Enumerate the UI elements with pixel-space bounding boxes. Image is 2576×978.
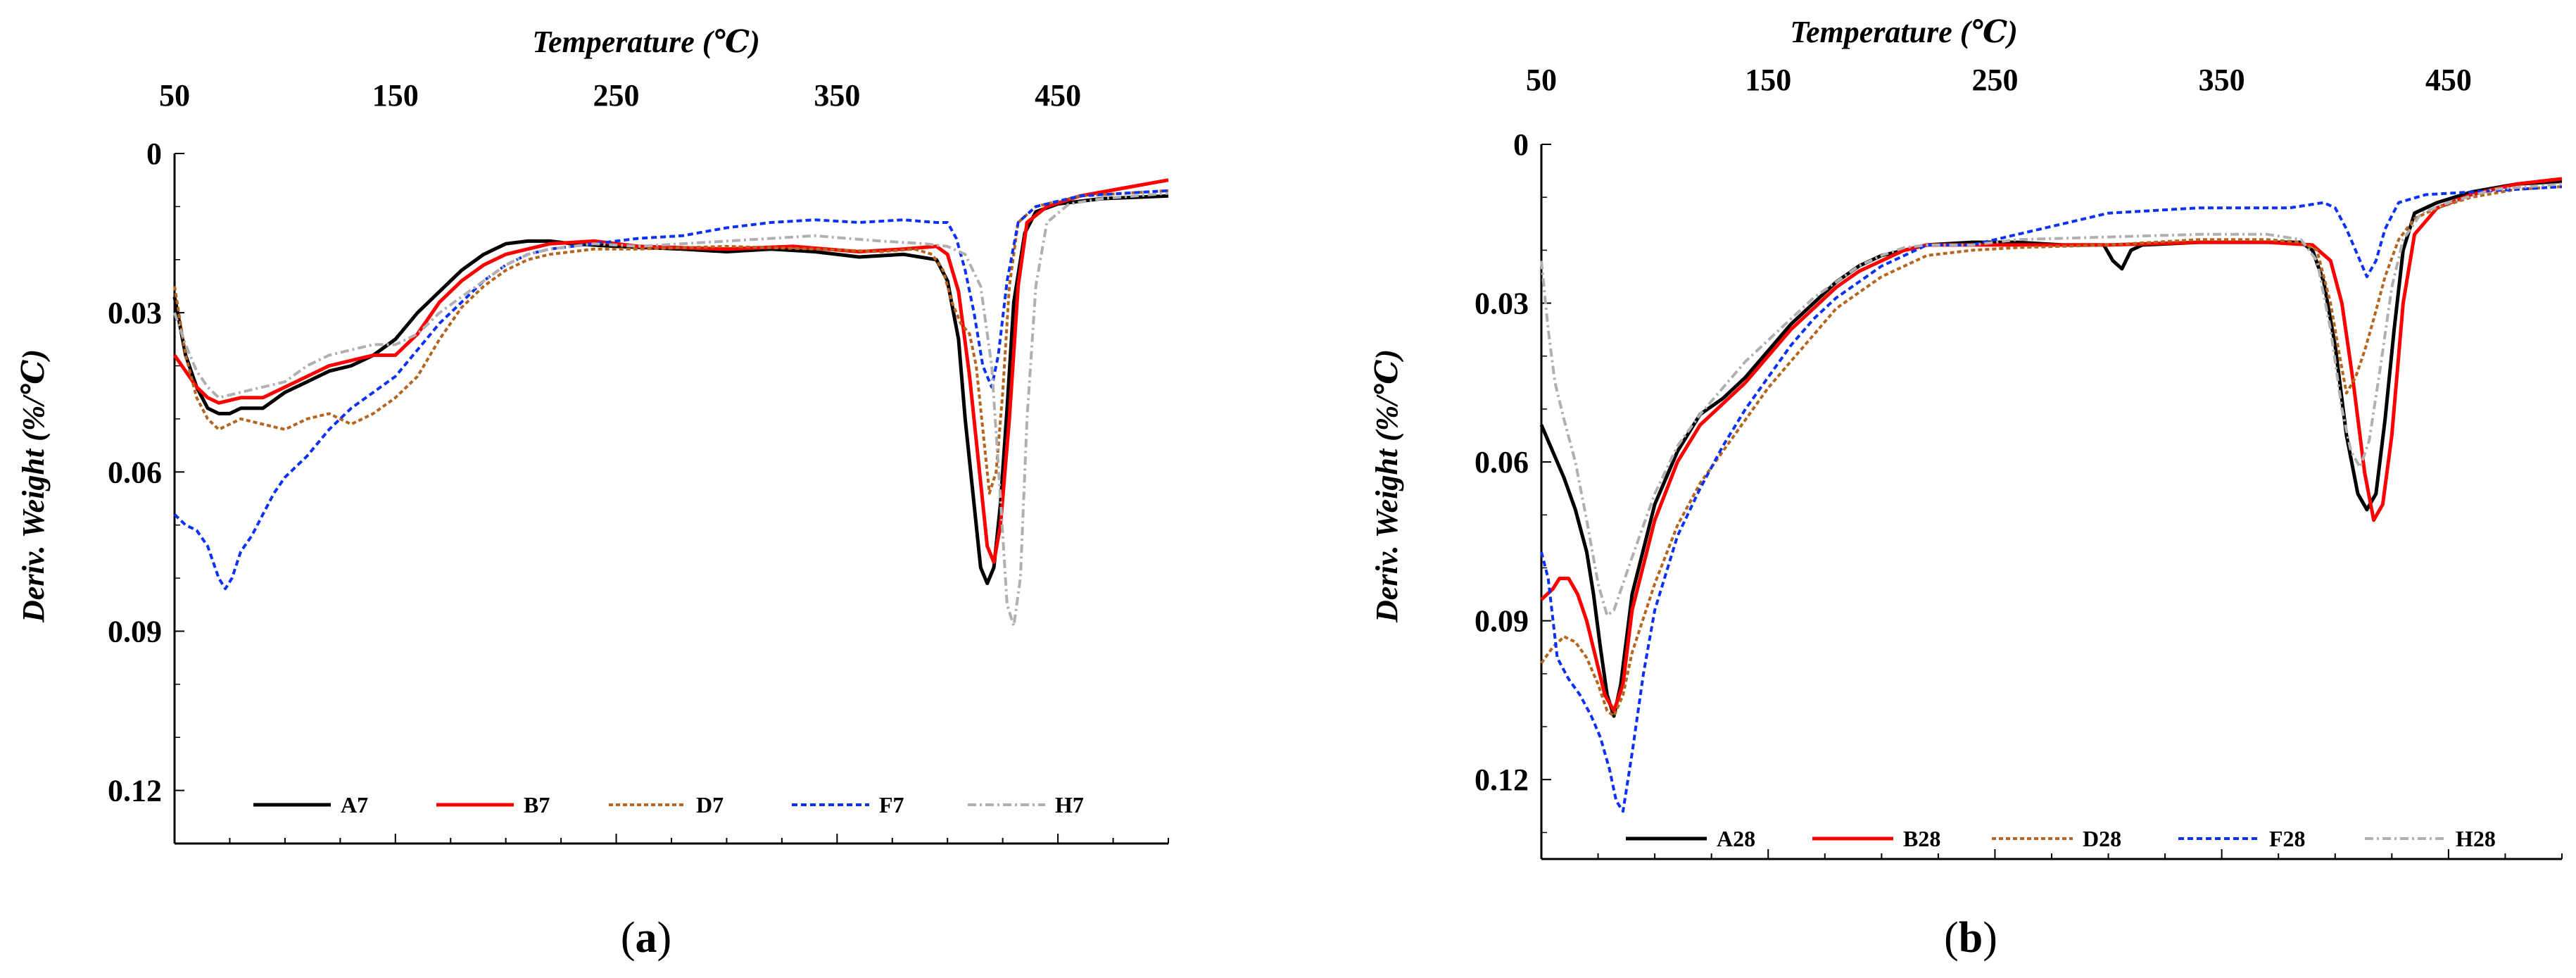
series-line-b7 [172,178,1169,564]
y-tick-label: 0 [146,137,162,171]
legend-item-d7: D7 [609,792,724,817]
legend: A7 B7 D7 F7 H7 [253,792,1084,817]
legend-label: B28 [1903,826,1940,851]
x-tick-label: 250 [1971,63,2018,97]
chart-panel-a: Temperature (℃) Deriv. Weight (%/℃) 50 15… [16,25,1169,962]
series-line-d28 [1540,185,2563,717]
y-axis-title: Deriv. Weight (%/℃) [1370,349,1404,623]
series-line-f28 [1540,185,2563,813]
y-tick-label: 0.12 [108,774,162,808]
x-tick-label: 350 [814,78,860,113]
legend-label: H7 [1055,792,1084,817]
legend-item-a28: A28 [1626,826,1755,851]
panel-letter-a: a [636,914,657,962]
y-tick-label: 0.09 [108,614,162,648]
series-line-h28 [1540,182,2563,617]
x-ticks: 50 150 250 350 450 [159,78,1169,844]
x-tick-label: 450 [2425,63,2472,97]
x-ticks: 50 150 250 350 450 [1526,63,2563,859]
legend-item-h7: H7 [968,792,1084,817]
series-line-f7 [173,189,1169,591]
legend-item-b7: B7 [436,792,550,817]
y-tick-label: 0.03 [1475,287,1529,321]
x-tick-label: 250 [593,78,640,113]
x-tick-label: 350 [2199,63,2245,97]
legend-item-h28: H28 [2365,826,2496,851]
series-line-a7 [172,194,1169,586]
plot-area [1539,144,2563,860]
legend-label: B7 [524,792,550,817]
x-tick-label: 150 [1745,63,1791,97]
legend-label: F7 [879,792,904,817]
y-tick-label: 0.09 [1475,604,1529,639]
legend-item-a7: A7 [253,792,368,817]
x-axis-title: Temperature (℃) [1790,15,2018,49]
y-axis-title: Deriv. Weight (%/℃) [16,349,51,623]
y-tick-label: 0.12 [1475,763,1529,797]
legend-label: H28 [2456,826,2496,851]
y-tick-label: 0.03 [108,296,162,330]
y-tick-label: 0.06 [108,455,162,489]
panel-label-b: (b) [1944,914,1997,962]
legend: A28 B28 D28 F28 H28 [1626,826,2496,851]
x-axis-title: Temperature (℃) [532,25,760,59]
x-tick-label: 50 [1526,63,1557,97]
legend-item-b28: B28 [1812,826,1940,851]
legend-label: D28 [2083,826,2121,851]
legend-item-f28: F28 [2178,826,2306,851]
panel-label-a: (a) [621,914,671,962]
x-tick-label: 150 [372,78,419,113]
plot-area [172,153,1169,845]
legend-label: D7 [696,792,724,817]
y-tick-label: 0 [1513,127,1529,162]
x-tick-label: 450 [1035,78,1081,113]
chart-panel-b: Temperature (℃) Deriv. Weight (%/℃) 50 15… [1370,15,2563,962]
series-line-b28 [1540,177,2563,713]
y-tick-label: 0.06 [1475,445,1529,479]
series-line-d7 [173,189,1169,495]
legend-label: F28 [2269,826,2306,851]
legend-item-f7: F7 [792,792,904,817]
panel-letter-b: b [1959,914,1983,962]
x-tick-label: 50 [159,78,190,113]
legend-item-d28: D28 [1992,826,2121,851]
legend-label: A7 [341,792,368,817]
legend-label: A28 [1717,826,1755,851]
series-line-h7 [173,192,1169,627]
y-ticks: 0 0.03 0.06 0.09 0.12 [1475,127,1551,834]
y-ticks: 0 0.03 0.06 0.09 0.12 [108,137,184,844]
